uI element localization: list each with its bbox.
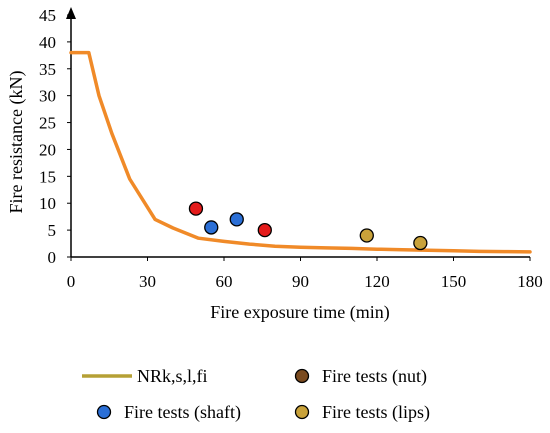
y-tick-label: 30 [39,87,56,106]
y-tick-label: 20 [39,140,56,159]
legend: NRk,s,l,fi Fire tests (nut) Fire tests (sh… [82,366,430,423]
data-point [229,212,244,227]
series-line-nrk [69,50,532,254]
y-tick-label: 5 [48,221,57,240]
x-tick-label: 90 [292,272,309,291]
x-axis-label: Fire exposure time (min) [210,302,389,323]
legend-label: Fire tests (nut) [322,366,427,387]
legend-label: Fire tests (lips) [322,402,430,423]
y-tick-label: 25 [39,114,56,133]
x-tick-label: 120 [364,272,390,291]
x-tick-label: 150 [441,272,467,291]
x-tick-label: 180 [517,272,543,291]
y-tick-label: 45 [39,6,56,25]
y-tick-label: 40 [39,33,56,52]
series-markers [188,201,428,251]
legend-label: Fire tests (shaft) [124,402,241,423]
y-tick-labels: 0 5 10 15 20 25 30 35 40 45 [39,6,71,267]
legend-swatch-marker [294,368,310,384]
y-axis-arrowhead [66,7,76,19]
y-tick-label: 15 [39,167,56,186]
legend-swatch-marker [294,404,310,420]
x-tick-label: 0 [67,272,76,291]
series-lines [69,50,532,254]
legend-label: NRk,s,l,fi [137,366,208,386]
y-axis-label: Fire resistance (kN) [6,71,27,214]
data-point [413,235,428,251]
y-tick-label: 35 [39,60,56,79]
axes [66,7,530,258]
x-tick-label: 30 [139,272,156,291]
x-tick-labels: 0 30 60 90 120 150 180 [67,257,543,291]
legend-swatch-marker [96,404,112,420]
y-tick-label: 10 [39,194,56,213]
data-point [359,228,374,243]
data-point [204,220,219,235]
data-point [257,222,272,238]
y-tick-label: 0 [48,248,57,267]
x-tick-label: 60 [216,272,233,291]
data-point [188,201,204,216]
